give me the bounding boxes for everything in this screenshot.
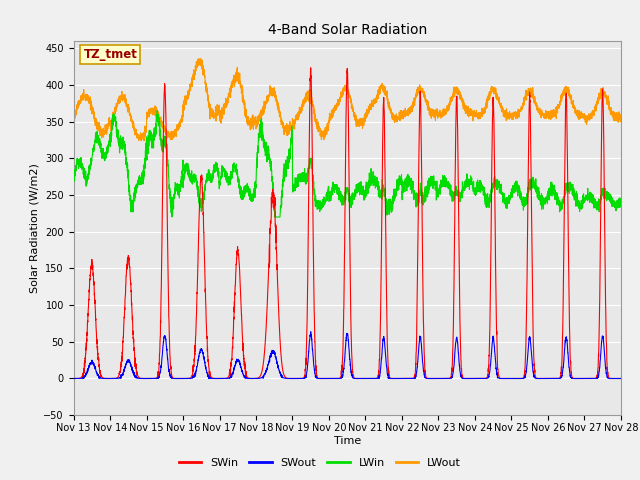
SWin	[501, 376, 509, 382]
SWout	[168, 375, 176, 381]
SWout	[70, 376, 77, 382]
LWout	[138, 138, 145, 144]
LWin	[154, 108, 161, 113]
SWout	[440, 376, 447, 382]
Legend: SWin, SWout, LWin, LWout: SWin, SWout, LWin, LWout	[175, 453, 465, 472]
SWout	[205, 376, 212, 382]
LWin	[616, 201, 624, 207]
LWin	[617, 199, 625, 204]
Line: LWin: LWin	[74, 110, 621, 217]
LWout	[616, 119, 624, 125]
Title: 4-Band Solar Radiation: 4-Band Solar Radiation	[268, 23, 427, 37]
LWout	[440, 109, 447, 115]
LWin	[440, 176, 447, 182]
X-axis label: Time: Time	[333, 436, 361, 445]
SWout	[470, 376, 478, 382]
SWin	[440, 376, 447, 382]
SWout	[307, 329, 315, 335]
SWin	[411, 376, 419, 382]
SWin	[470, 376, 478, 382]
SWin	[616, 376, 624, 382]
LWout	[70, 117, 77, 122]
Line: LWout: LWout	[74, 59, 621, 141]
LWout	[617, 116, 625, 122]
LWin	[327, 192, 335, 197]
Y-axis label: Solar Radiation (W/m2): Solar Radiation (W/m2)	[29, 163, 39, 293]
SWout	[617, 376, 625, 382]
SWout	[327, 376, 335, 382]
LWout	[168, 135, 176, 141]
SWin	[70, 376, 77, 382]
Text: TZ_tmet: TZ_tmet	[83, 48, 138, 60]
SWin	[617, 376, 625, 382]
SWout	[501, 376, 509, 382]
SWout	[616, 376, 624, 382]
LWin	[470, 186, 478, 192]
LWin	[501, 196, 509, 202]
LWout	[195, 56, 202, 62]
SWin	[327, 376, 335, 382]
Line: SWin: SWin	[74, 68, 621, 379]
SWin	[168, 373, 176, 379]
LWin	[168, 200, 176, 206]
LWout	[470, 110, 478, 116]
LWout	[327, 114, 335, 120]
SWin	[307, 65, 314, 71]
LWin	[168, 214, 176, 220]
LWin	[70, 177, 77, 183]
LWout	[501, 114, 509, 120]
Line: SWout: SWout	[74, 332, 621, 379]
